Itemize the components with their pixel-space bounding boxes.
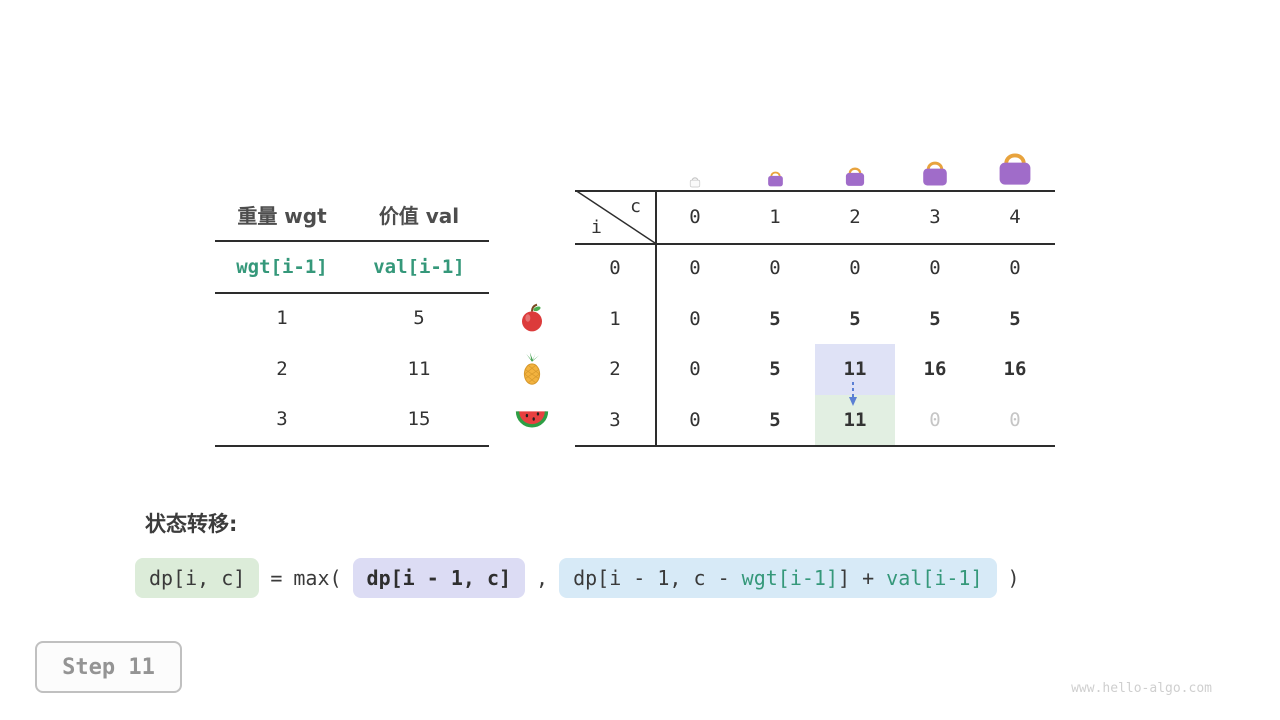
dp-cell-1-4: 5 [1009, 307, 1021, 330]
transition-formula: dp[i, c] = max( dp[i - 1, c] , dp[i - 1,… [135, 558, 1020, 598]
items-table-var-row: wgt[i-1] val[i-1] [215, 242, 489, 292]
dp-table-rule-header [575, 243, 1055, 245]
bag-capacity-4 [999, 153, 1031, 185]
dp-cell-0-3: 0 [929, 257, 941, 280]
formula-arg2-mid: ] + [838, 566, 887, 590]
corner-diagonal-line [574, 189, 656, 244]
item-3-value: 15 [407, 408, 431, 431]
dp-corner-cell: c i [574, 189, 656, 244]
dp-cell-3-3: 0 [929, 408, 941, 431]
transition-arrow-icon [849, 382, 857, 406]
dp-cell-0-2: 0 [849, 257, 861, 280]
bag-capacity-1 [767, 171, 783, 187]
capacity-bags-row [655, 138, 1055, 188]
formula-arg2-prefix: dp[i - 1, c - [573, 566, 742, 590]
item-icons-column [510, 293, 554, 445]
dp-col-headers: 0 1 2 3 4 [655, 190, 1055, 243]
items-var-val: val[i-1] [373, 256, 465, 278]
bag-capacity-3 [923, 161, 947, 186]
watermark: www.hello-algo.com [1071, 681, 1212, 696]
dp-col-header-4: 4 [1009, 205, 1021, 228]
items-header-value: 价值 val [378, 203, 460, 228]
dp-cell-1-0: 0 [689, 307, 701, 330]
dp-cell-1-1: 5 [769, 307, 781, 330]
formula-max-open: max( [293, 566, 342, 590]
dp-cell-0-4: 0 [1009, 257, 1021, 280]
dp-cell-1-3: 5 [929, 307, 941, 330]
item-3-weight: 3 [276, 408, 288, 431]
item-2-weight: 2 [276, 357, 288, 380]
pineapple-icon [510, 344, 554, 395]
axis-label-i: i [591, 217, 602, 238]
items-table-body: 1 5 2 11 3 15 [215, 293, 489, 445]
dp-cell-3-4: 0 [1009, 408, 1021, 431]
dp-cell-2-0: 0 [689, 358, 701, 381]
dp-cell-3-1: 5 [769, 408, 781, 431]
dp-cell-3-0: 0 [689, 408, 701, 431]
items-table-rule-top [215, 240, 489, 242]
formula-arg2: dp[i - 1, c - wgt[i-1]] + val[i-1] [559, 558, 997, 598]
dp-col-header-0: 0 [689, 205, 701, 228]
dp-cell-2-3: 16 [923, 358, 947, 381]
step-badge: Step 11 [35, 641, 182, 693]
formula-comma: , [536, 566, 549, 590]
items-header-weight: 重量 wgt [237, 203, 327, 228]
items-table-header: 重量 wgt 价值 val [215, 188, 489, 240]
item-2-value: 11 [407, 357, 431, 380]
dp-cell-2-4: 16 [1003, 358, 1027, 381]
dp-cell-0-0: 0 [689, 257, 701, 280]
item-1-value: 5 [413, 307, 425, 330]
dp-cell-2-2-highlight-source: 11 [815, 344, 895, 395]
apple-icon [510, 293, 554, 344]
axis-label-c: c [630, 196, 641, 217]
bag-capacity-0 [689, 177, 701, 188]
formula-arg2-wgt: wgt[i-1] [741, 566, 838, 590]
formula-arg1: dp[i - 1, c] [352, 558, 526, 598]
dp-row-label-0: 0 [609, 257, 621, 280]
dp-cell-1-2: 5 [849, 307, 861, 330]
dp-row-label-2: 2 [609, 358, 621, 381]
dp-value-grid: 0 0 0 0 0 0 5 5 5 5 0 5 11 16 16 0 5 11 … [655, 243, 1055, 445]
transition-title: 状态转移: [145, 512, 238, 536]
dp-table-rule-bottom [575, 445, 1055, 447]
items-var-wgt: wgt[i-1] [236, 256, 328, 278]
formula-lhs: dp[i, c] [135, 558, 260, 598]
formula-arg2-val: val[i-1] [886, 566, 983, 590]
items-table-rule-bottom [215, 445, 489, 447]
formula-equals: = [270, 566, 283, 590]
dp-row-labels: 0 1 2 3 [575, 243, 655, 445]
dp-row-label-3: 3 [609, 408, 621, 431]
item-1-weight: 1 [276, 307, 288, 330]
dp-cell-2-1: 5 [769, 358, 781, 381]
dp-table-rule-vertical [655, 190, 657, 445]
watermelon-icon [510, 394, 554, 445]
dp-col-header-1: 1 [769, 205, 781, 228]
formula-close-paren: ) [1007, 566, 1020, 590]
dp-cell-0-1: 0 [769, 257, 781, 280]
dp-col-header-2: 2 [849, 205, 861, 228]
dp-cell-3-2-highlight-target: 11 [815, 394, 895, 445]
dp-col-header-3: 3 [929, 205, 941, 228]
items-table-rule-mid [215, 292, 489, 294]
dp-table-rule-top [575, 190, 1055, 192]
bag-capacity-2 [845, 167, 865, 186]
dp-row-label-1: 1 [609, 307, 621, 330]
